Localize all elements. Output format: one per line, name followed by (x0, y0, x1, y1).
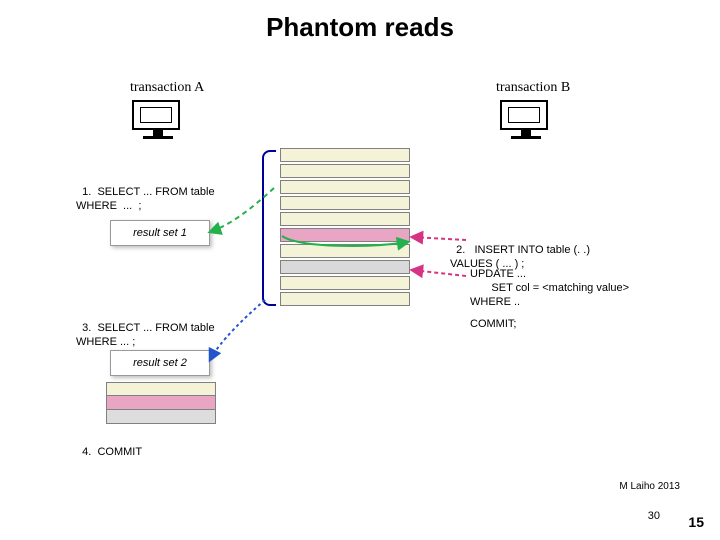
page-number-inner: 30 (648, 510, 660, 522)
table-row (280, 260, 410, 274)
txn-a-label: transaction A (130, 80, 204, 96)
table-row (280, 276, 410, 290)
credit-text: M Laiho 2013 (619, 481, 680, 492)
table-row (280, 164, 410, 178)
result2-row (106, 382, 216, 396)
step-update: UPDATE ... SET col = <matching value> WH… (470, 268, 629, 309)
result2-row (106, 410, 216, 424)
step-commit-b: COMMIT; (470, 318, 516, 332)
result-set-2: result set 2 (110, 350, 210, 376)
monitor-icon-b (500, 100, 552, 140)
step-1: 1. SELECT ... FROM table WHERE ... ; (76, 172, 215, 213)
table-row (280, 148, 410, 162)
table-rows (280, 148, 410, 308)
monitor-icon-a (132, 100, 184, 140)
step-2: 2. INSERT INTO table (. .) VALUES ( ... … (450, 230, 590, 271)
table-row (280, 228, 410, 242)
step-3: 3. SELECT ... FROM table WHERE ... ; (76, 308, 215, 349)
table-row (280, 244, 410, 258)
result-set-1: result set 1 (110, 220, 210, 246)
result2-row (106, 396, 216, 410)
table-row (280, 196, 410, 210)
table-row (280, 212, 410, 226)
page-number-outer: 15 (688, 514, 704, 530)
bracket-left (262, 150, 276, 306)
table-row (280, 292, 410, 306)
table-row (280, 180, 410, 194)
slide-title: Phantom reads (0, 12, 720, 43)
step-4: 4. COMMIT (76, 432, 142, 460)
arrow-select2-to-result (210, 300, 265, 360)
result-set-2-rows (106, 382, 216, 424)
txn-b-label: transaction B (496, 80, 570, 96)
